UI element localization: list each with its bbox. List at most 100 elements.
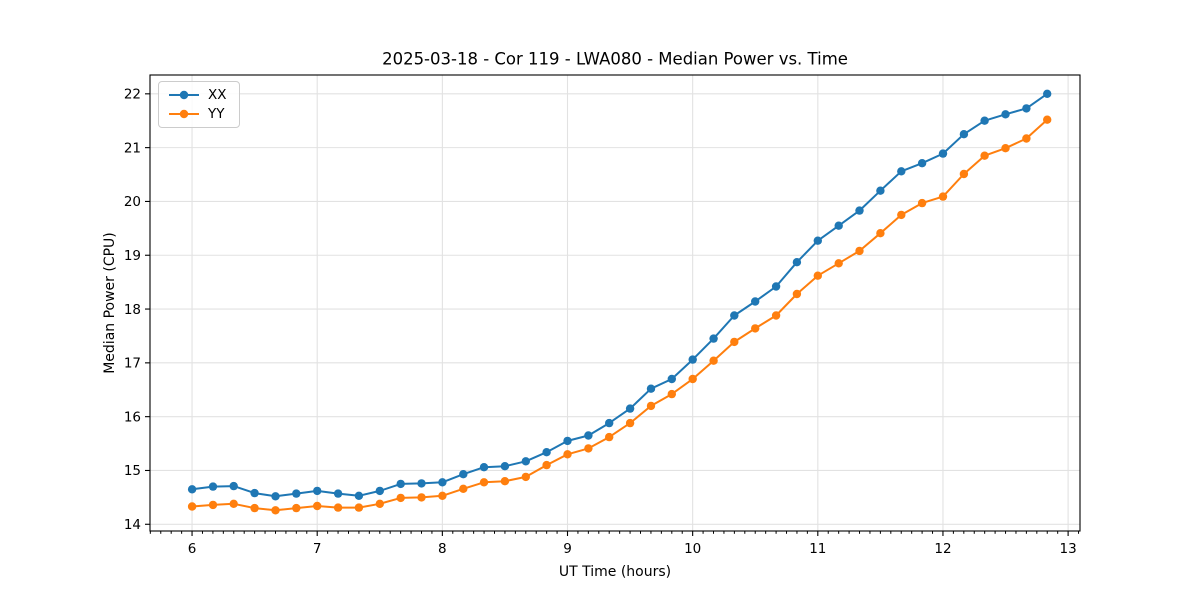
y-axis-label: Median Power (CPU) xyxy=(102,232,118,374)
data-point-xx xyxy=(730,311,739,320)
x-tick-label: 13 xyxy=(1060,541,1077,557)
data-point-xx xyxy=(521,457,530,466)
legend-entry-yy: YY xyxy=(167,106,227,122)
data-point-xx xyxy=(354,491,364,500)
data-point-yy xyxy=(438,491,447,500)
data-point-yy xyxy=(354,503,364,512)
data-point-xx xyxy=(500,462,510,471)
data-point-yy xyxy=(313,501,322,511)
data-point-yy xyxy=(396,493,405,503)
data-point-yy xyxy=(646,401,656,411)
data-point-xx xyxy=(1022,104,1031,113)
data-point-xx xyxy=(396,479,405,489)
data-point-xx xyxy=(187,485,197,494)
series-xx-line xyxy=(191,92,1049,498)
data-point-xx xyxy=(271,492,280,501)
data-point-yy xyxy=(563,450,572,459)
x-tick-label: 9 xyxy=(563,541,572,557)
data-point-yy xyxy=(688,374,697,384)
data-point-xx xyxy=(688,355,697,364)
y-tick-label: 20 xyxy=(124,194,141,210)
data-point-xx xyxy=(438,478,447,487)
data-point-yy xyxy=(1022,134,1031,143)
data-point-xx xyxy=(605,418,614,428)
data-point-xx xyxy=(751,297,760,306)
series-yy-line xyxy=(191,118,1049,512)
data-point-yy xyxy=(730,337,739,347)
data-point-yy xyxy=(751,324,760,333)
data-point-yy xyxy=(271,506,280,515)
data-point-yy xyxy=(813,271,822,280)
data-point-xx xyxy=(813,236,822,245)
y-tick-label: 21 xyxy=(124,140,141,156)
data-point-xx xyxy=(980,116,989,125)
data-point-yy xyxy=(917,198,927,208)
data-point-xx xyxy=(250,488,259,498)
data-point-yy xyxy=(959,169,969,179)
data-point-yy xyxy=(542,460,551,470)
data-point-xx xyxy=(625,404,635,413)
data-point-yy xyxy=(333,503,343,512)
data-point-xx xyxy=(229,481,238,491)
y-axis: 14 15 16 17 18 19 20 21 22 xyxy=(124,87,150,533)
x-tick-label: 7 xyxy=(313,541,322,557)
data-point-xx xyxy=(917,159,927,168)
data-point-yy xyxy=(667,389,676,399)
y-tick-label: 16 xyxy=(124,409,141,425)
data-point-yy xyxy=(625,418,635,428)
legend-label-xx: XX xyxy=(208,87,227,103)
data-point-xx xyxy=(938,149,948,158)
x-tick-label: 8 xyxy=(438,541,447,557)
x-minor-ticks xyxy=(149,531,1080,534)
data-point-yy xyxy=(792,289,802,299)
data-point-xx xyxy=(792,258,802,267)
x-tick-label: 12 xyxy=(934,541,951,557)
data-point-xx xyxy=(584,431,593,440)
series-xx xyxy=(187,89,1052,501)
data-point-yy xyxy=(897,210,906,220)
data-point-xx xyxy=(709,334,718,343)
x-tick-label: 10 xyxy=(684,541,701,557)
data-point-yy xyxy=(292,503,301,513)
data-point-yy xyxy=(876,229,885,238)
y-tick-label: 15 xyxy=(124,463,141,479)
x-tick-label: 11 xyxy=(809,541,826,557)
data-point-xx xyxy=(1043,89,1052,99)
data-point-yy xyxy=(938,192,948,201)
data-point-xx xyxy=(834,221,843,230)
legend-label-yy: YY xyxy=(208,106,225,122)
y-tick-label: 18 xyxy=(124,302,141,318)
series-yy xyxy=(187,115,1052,515)
data-point-xx xyxy=(771,282,781,291)
grid xyxy=(150,75,1080,531)
data-point-yy xyxy=(584,444,593,453)
legend-entry-xx: XX xyxy=(167,87,227,103)
data-point-xx xyxy=(459,470,468,479)
data-point-yy xyxy=(250,503,259,513)
data-point-yy xyxy=(855,246,864,256)
plot-border xyxy=(149,74,1081,532)
data-point-yy xyxy=(834,259,843,268)
data-point-xx xyxy=(479,463,489,472)
legend-line-marker-icon xyxy=(169,90,199,100)
x-axis: 6 7 8 9 10 11 12 13 xyxy=(188,531,1077,557)
y-tick-label: 19 xyxy=(124,248,141,264)
data-point-xx xyxy=(563,436,572,446)
data-point-yy xyxy=(709,356,718,365)
data-point-yy xyxy=(187,502,197,511)
y-tick-label: 17 xyxy=(124,356,141,372)
data-point-yy xyxy=(1001,144,1010,153)
data-point-yy xyxy=(208,500,218,510)
data-point-yy xyxy=(417,493,426,502)
legend: XX YY xyxy=(158,81,240,128)
data-point-xx xyxy=(667,374,676,384)
data-point-yy xyxy=(771,311,781,320)
data-point-xx xyxy=(897,167,906,176)
data-point-xx xyxy=(333,489,343,498)
data-point-xx xyxy=(542,448,551,457)
data-point-xx xyxy=(1001,110,1010,119)
data-point-xx xyxy=(876,186,885,195)
data-point-yy xyxy=(1043,115,1052,124)
